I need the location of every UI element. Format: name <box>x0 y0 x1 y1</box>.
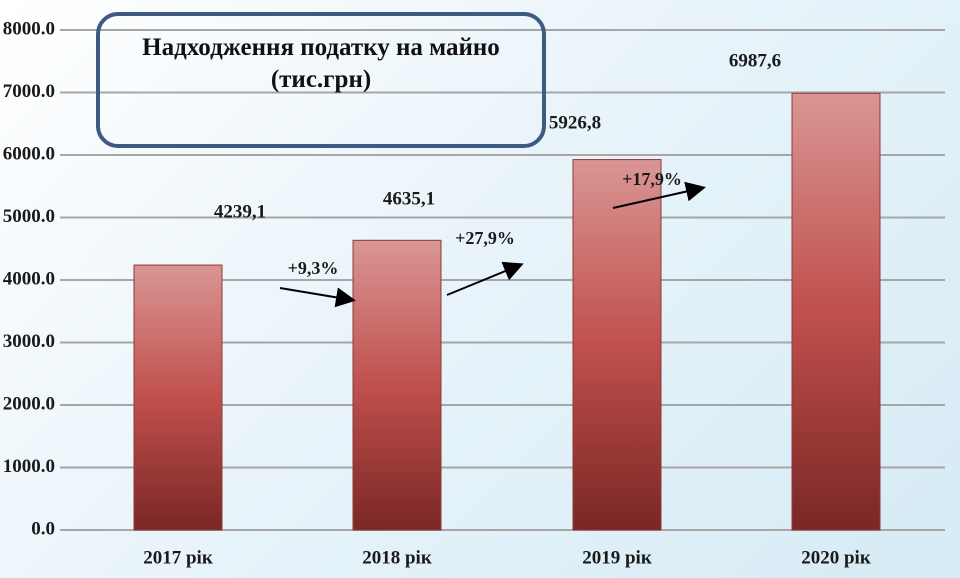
value-label: 5926,8 <box>549 112 601 133</box>
value-label: 4635,1 <box>383 188 435 209</box>
x-tick-label: 2019 рік <box>582 547 652 568</box>
y-tick-label: 4000.0 <box>3 268 55 289</box>
y-tick-label: 3000.0 <box>3 331 55 352</box>
y-tick-label: 5000.0 <box>3 206 55 227</box>
slide: 0.0 1000.0 2000.0 3000.0 4000.0 5000.0 6000.0 7… <box>0 0 960 578</box>
x-tick-label: 2017 рік <box>143 547 213 568</box>
bar <box>353 240 441 530</box>
bar <box>134 265 222 530</box>
value-label: 6987,6 <box>729 50 781 71</box>
y-tick-label: 7000.0 <box>3 81 55 102</box>
y-tick-label: 6000.0 <box>3 143 55 164</box>
x-tick-label: 2020 рік <box>801 547 871 568</box>
annotation: +27,9% <box>455 228 515 248</box>
bar <box>573 160 661 530</box>
arrow <box>280 288 352 300</box>
y-tick-label: 0.0 <box>31 518 55 539</box>
bar <box>792 93 880 530</box>
y-tick-label: 2000.0 <box>3 393 55 414</box>
y-tick-label: 1000.0 <box>3 456 55 477</box>
annotation: +17,9% <box>622 169 682 189</box>
value-label: 4239,1 <box>214 201 266 222</box>
y-tick-label: 8000.0 <box>3 18 55 39</box>
annotation: +9,3% <box>288 258 339 278</box>
x-tick-label: 2018 рік <box>362 547 432 568</box>
chart-title: Надходження податку на майно (тис.грн) <box>96 12 546 148</box>
